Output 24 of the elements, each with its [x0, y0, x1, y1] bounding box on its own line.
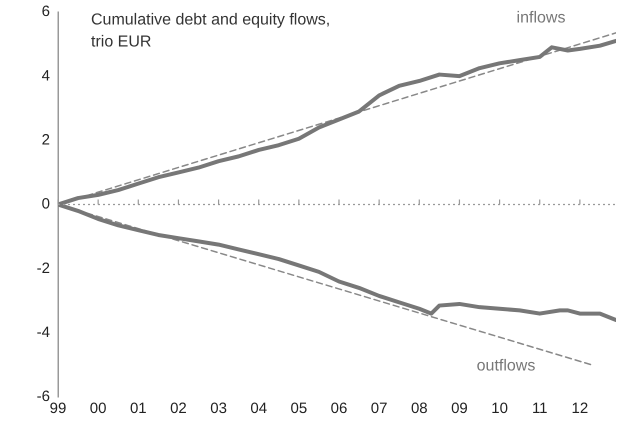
y-tick-label: 6 — [42, 3, 50, 20]
y-tick-label: 2 — [42, 131, 50, 148]
y-tick-label: 4 — [42, 67, 50, 84]
x-tick-label: 05 — [290, 400, 308, 418]
series-label: inflows — [516, 9, 566, 26]
x-tick-label: 10 — [491, 400, 508, 418]
x-tick-label: 11 — [532, 400, 548, 418]
y-tick-label: -6 — [36, 388, 50, 406]
x-tick-label: 02 — [170, 400, 187, 418]
text: Cumulative debt and equity flows, trio EUR — [91, 11, 330, 50]
x-tick-label: 08 — [410, 400, 428, 418]
text: outflows — [476, 357, 536, 374]
x-tick-label: 12 — [572, 400, 588, 418]
x-tick-label: 00 — [90, 400, 106, 418]
y-tick-label: -4 — [36, 324, 50, 341]
x-tick-label: 09 — [451, 400, 468, 418]
x-tick-label: 99 — [50, 400, 66, 418]
x-tick-label: 01 — [130, 400, 147, 418]
y-tick-label: 0 — [42, 196, 50, 213]
x-tick-label: 06 — [330, 400, 348, 418]
x-tick-label: 07 — [370, 400, 388, 418]
x-tick-label: 03 — [210, 400, 227, 418]
y-tick-label: -2 — [36, 260, 50, 277]
x-tick-label: 04 — [250, 400, 268, 418]
